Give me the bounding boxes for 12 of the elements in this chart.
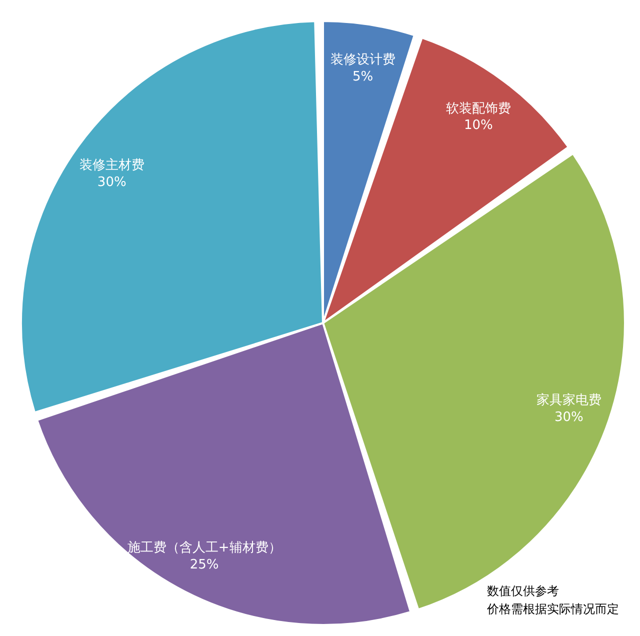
slice-label: 软装配饰费 bbox=[446, 101, 511, 116]
slice-label: 装修设计费 bbox=[330, 52, 396, 68]
slice-label: 装修主材费 bbox=[79, 157, 144, 174]
data-label: 30% bbox=[97, 175, 126, 190]
data-label: 30% bbox=[554, 410, 584, 425]
data-label: 10% bbox=[464, 118, 493, 134]
data-label: 5% bbox=[352, 70, 374, 85]
text: 价格需根据实际情况而定 bbox=[487, 601, 619, 618]
text: 数值仅供参考 bbox=[487, 583, 560, 600]
data-label: 25% bbox=[190, 557, 219, 572]
slice-label: 施工费（含人工+辅材费） bbox=[127, 540, 282, 556]
slice-label: 家具家电费 bbox=[536, 392, 602, 408]
